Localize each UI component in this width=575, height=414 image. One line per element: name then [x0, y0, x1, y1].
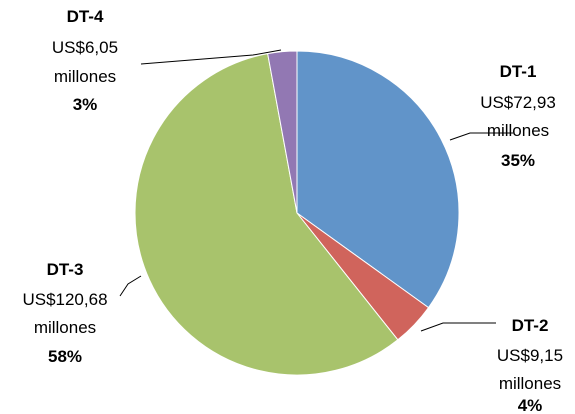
label-dt-4: DT-4 US$6,05 millones 3% [52, 7, 118, 114]
leader-lines [119, 49, 513, 332]
slice-percent-dt-2: 4% [518, 396, 543, 414]
slice-name-dt-2: DT-2 [512, 316, 549, 335]
leader-line-dt-3 [119, 275, 142, 297]
slice-unit-dt-2: millones [499, 374, 561, 393]
leader-line-dt-4 [140, 49, 282, 65]
slice-amount-dt-1: US$72,93 [480, 93, 556, 112]
label-dt-3: DT-3 US$120,68 millones 58% [22, 260, 107, 366]
slice-percent-dt-3: 58% [48, 347, 82, 366]
slice-percent-dt-4: 3% [73, 95, 98, 114]
slice-name-dt-3: DT-3 [47, 260, 84, 279]
slice-percent-dt-1: 35% [501, 151, 535, 170]
slice-amount-dt-4: US$6,05 [52, 38, 118, 57]
slice-unit-dt-3: millones [34, 318, 96, 337]
label-dt-1: DT-1 US$72,93 millones 35% [480, 62, 556, 170]
slice-name-dt-4: DT-4 [67, 7, 104, 26]
pie-slice-dt-1 [296, 50, 460, 309]
leader-line-dt-1 [449, 132, 513, 141]
slice-name-dt-1: DT-1 [500, 62, 537, 81]
pie-slices [134, 50, 460, 376]
leader-line-dt-2 [420, 322, 496, 332]
slice-unit-dt-1: millones [487, 121, 549, 140]
pie-slice-dt-4 [267, 50, 298, 214]
slice-amount-dt-3: US$120,68 [22, 290, 107, 309]
pie-slice-dt-3 [134, 53, 399, 376]
slice-amount-dt-2: US$9,15 [497, 346, 563, 365]
label-dt-2: DT-2 US$9,15 millones 4% [497, 316, 563, 414]
slice-unit-dt-4: millones [54, 67, 116, 86]
